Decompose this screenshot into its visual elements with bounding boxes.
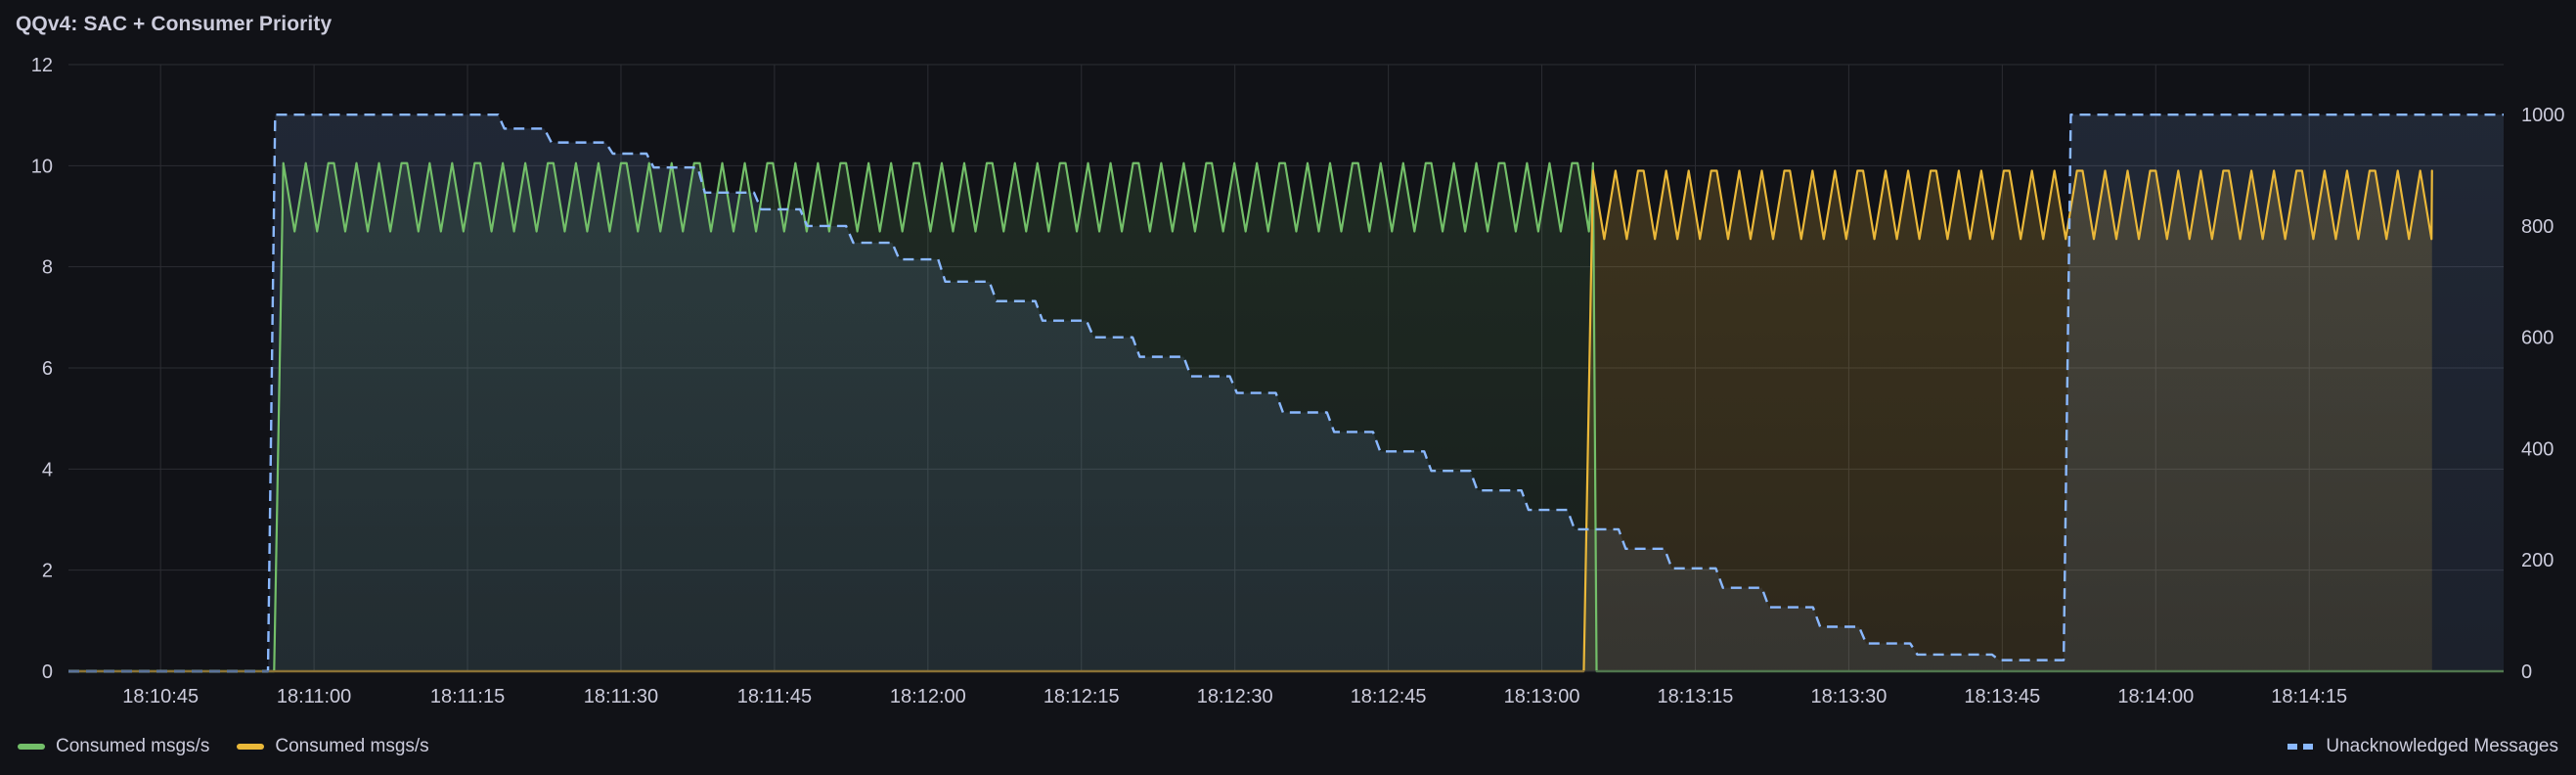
y-axis-left-tick-label: 0: [42, 661, 53, 683]
series-line-consumed-green: [68, 161, 2504, 673]
legend-item-consumed-green[interactable]: Consumed msgs/s: [18, 736, 209, 757]
x-axis-tick-label: 18:14:00: [2117, 686, 2194, 707]
x-axis-tick-label: 18:12:00: [890, 686, 966, 707]
series-line-consumed-yellow: [68, 169, 2433, 673]
x-axis-tick-label: 18:12:30: [1197, 686, 1273, 707]
y-axis-right-tick-label: 800: [2521, 216, 2554, 238]
y-axis-left-tick-label: 4: [42, 459, 53, 480]
chart-legend: Consumed msgs/s Consumed msgs/s Unacknow…: [0, 730, 2576, 763]
x-axis-tick-label: 18:12:45: [1351, 686, 1427, 707]
series-line-unacknowledged: [68, 113, 2504, 673]
x-axis-tick-label: 18:13:00: [1504, 686, 1580, 707]
x-axis-tick-label: 18:13:30: [1810, 686, 1887, 707]
x-axis-tick-label: 18:12:15: [1044, 686, 1120, 707]
y-axis-right-tick-label: 400: [2521, 438, 2554, 460]
x-axis-tick-label: 18:11:45: [737, 686, 812, 707]
legend-right-group: Unacknowledged Messages: [2287, 736, 2558, 757]
y-axis-left-tick-label: 2: [42, 561, 53, 582]
page-title: QQv4: SAC + Consumer Priority: [16, 13, 333, 35]
legend-label: Unacknowledged Messages: [2326, 736, 2558, 756]
x-axis-tick-label: 18:11:15: [430, 686, 505, 707]
y-axis-left-tick-label: 12: [31, 55, 53, 76]
chart-svg: 0 2 4 6 8 10 12 0 200 400 600 800 1000 18:10:45 18:11:…: [31, 55, 2565, 707]
y-axis-right-tick-label: 200: [2521, 550, 2554, 571]
x-axis-tick-label: 18:11:30: [584, 686, 658, 707]
y-axis-left-tick-label: 6: [42, 358, 53, 380]
legend-label: Consumed msgs/s: [275, 736, 429, 756]
dashed-line-swatch-icon: [2287, 744, 2316, 750]
line-swatch-icon: [237, 744, 265, 750]
x-axis-tick-label: 18:13:45: [1964, 686, 2040, 707]
series-area-consumed-yellow: [68, 170, 2432, 671]
line-swatch-icon: [18, 744, 45, 750]
y-axis-right-tick-label: 1000: [2521, 105, 2565, 126]
x-axis-tick-label: 18:10:45: [122, 686, 199, 707]
y-axis-left-tick-label: 8: [42, 257, 53, 279]
y-axis-left-tick-label: 10: [31, 156, 53, 177]
series-area-unacknowledged: [68, 114, 2504, 671]
x-axis-tick-label: 18:14:15: [2271, 686, 2347, 707]
y-axis-right-tick-label: 0: [2521, 661, 2532, 683]
x-axis-tick-label: 18:13:15: [1658, 686, 1734, 707]
y-axis-right-tick-label: 600: [2521, 328, 2554, 349]
legend-item-consumed-yellow[interactable]: Consumed msgs/s: [237, 736, 429, 757]
x-axis-tick-label: 18:11:00: [277, 686, 351, 707]
legend-item-unacknowledged-messages[interactable]: Unacknowledged Messages: [2287, 736, 2558, 757]
chart-plot-area[interactable]: 0 2 4 6 8 10 12 0 200 400 600 800 1000 18:10:45 18:11:…: [0, 51, 2576, 716]
legend-label: Consumed msgs/s: [56, 736, 210, 756]
legend-left-group: Consumed msgs/s Consumed msgs/s: [18, 736, 429, 757]
